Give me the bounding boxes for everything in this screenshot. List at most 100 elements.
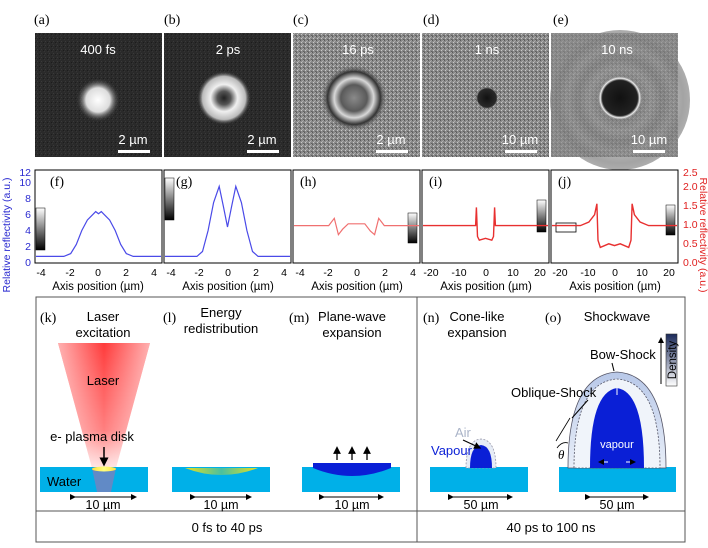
right-y-ticks: 0.0 0.5 1.0 1.5 2.0 2.5 — [683, 167, 698, 269]
panel-title: excitation — [76, 325, 131, 340]
profile-line-f — [36, 210, 161, 257]
panel-letter: (n) — [423, 311, 440, 326]
x-tick-label: -4 — [295, 267, 304, 279]
schematic-frame — [35, 296, 686, 543]
theta-label: θ — [558, 447, 565, 462]
scale-bar — [505, 150, 537, 153]
panel-title: Plane-wave — [318, 309, 386, 324]
laser-label: Laser — [87, 373, 120, 388]
microscopy-image-e: 10 ns 10 µm — [550, 30, 690, 170]
water-layer — [430, 467, 528, 492]
scale-label: 50 µm — [600, 498, 635, 512]
scale-label: 2 µm — [247, 132, 276, 147]
time-label: 400 fs — [80, 42, 116, 57]
x-tick-label: 0 — [483, 267, 489, 279]
scale-bar — [633, 150, 665, 153]
laser-excitation-scene: Laser e- plasma disk Water 10 µm — [40, 343, 150, 512]
scale-label: 2 µm — [118, 132, 147, 147]
schematic: 0 fs to 40 ps 40 ps to 100 ns (k) Laser … — [35, 296, 686, 543]
x-tick-label: -10 — [451, 267, 466, 279]
plot-frame-i — [421, 169, 550, 264]
time-label: 10 ns — [601, 42, 633, 57]
scale-bar — [118, 150, 150, 153]
panel-title: expansion — [447, 325, 506, 340]
scale-bar — [247, 150, 279, 153]
cone-expansion-scene: Air Vapour 50 µm — [430, 425, 528, 512]
air-label: Air — [455, 425, 472, 440]
panel-letter: (j) — [558, 175, 572, 190]
panel-letter: (i) — [429, 175, 443, 190]
density-label: Density — [667, 341, 679, 380]
bow-shock-label: Bow-Shock — [590, 347, 656, 362]
left-y-axis-label: Relative reflectivity (a.u.) — [1, 178, 13, 293]
x-tick-label: -2 — [65, 267, 74, 279]
panel-title: Energy — [200, 305, 242, 320]
y-tick-label: 2.5 — [683, 167, 698, 179]
vapour-label: Vapour — [431, 443, 473, 458]
panel-letter: (l) — [163, 311, 177, 326]
x-tick-label: -2 — [194, 267, 203, 279]
time-label: 1 ns — [475, 42, 500, 57]
profile-row: Relative reflectivity (a.u.) Relative re… — [1, 167, 708, 293]
x-axis-label: Axis position (µm) — [569, 281, 661, 293]
x-tick-label: -4 — [36, 267, 45, 279]
density-bar — [665, 333, 678, 387]
colorbar-i — [536, 199, 547, 233]
colorbar-h — [407, 212, 418, 244]
inset-marker-j — [555, 222, 577, 233]
scale-bar — [376, 150, 408, 153]
x-axis-label: Axis position (µm) — [311, 281, 403, 293]
panel-letter: (f) — [50, 175, 64, 190]
x-tick-label: 4 — [281, 267, 287, 279]
panel-letter: (k) — [40, 311, 57, 326]
x-tick-label: 0 — [225, 267, 231, 279]
x-tick-label: -10 — [580, 267, 595, 279]
microscopy-image-a: 400 fs 2 µm — [35, 33, 162, 157]
shockwave-scene: vapour Bow-Shock Oblique-Shock θ Density… — [511, 333, 679, 512]
profile-line-g — [165, 184, 290, 257]
panel-title: Laser — [87, 309, 120, 324]
profile-line-j — [552, 203, 677, 249]
x-tick-label: 4 — [410, 267, 416, 279]
panel-letter: (o) — [545, 311, 562, 326]
panel-title: expansion — [322, 325, 381, 340]
scale-label: 10 µm — [86, 498, 121, 512]
panel-title: Shockwave — [584, 309, 650, 324]
y-tick-label: 10 — [19, 177, 31, 189]
x-tick-label: 20 — [663, 267, 675, 279]
image-row: (a) 400 fs 2 µm (b) 2 ps 2 µm (c) 16 ps … — [34, 13, 690, 170]
colorbar-g — [164, 177, 175, 221]
x-tick-label: -20 — [423, 267, 438, 279]
x-axis-label: Axis position (µm) — [182, 281, 274, 293]
scale-label: 10 µm — [204, 498, 239, 512]
panel-letter: (m) — [289, 311, 310, 326]
x-tick-label: 0 — [612, 267, 618, 279]
plasma-label: e- plasma disk — [50, 429, 134, 444]
microscopy-image-b: 2 ps 2 µm — [164, 33, 291, 157]
panel-title: redistribution — [184, 321, 258, 336]
panel-letter: (a) — [34, 13, 50, 28]
y-tick-label: 1.5 — [683, 200, 698, 212]
water-label: Water — [47, 474, 82, 489]
x-tick-label: 10 — [507, 267, 519, 279]
vapour-small-label: vapour — [600, 439, 634, 451]
panel-letter: (b) — [164, 13, 181, 28]
microscopy-image-d: 1 ns 10 µm — [422, 33, 549, 157]
panel-letter: (c) — [293, 13, 309, 28]
time-label: 2 ps — [216, 42, 241, 57]
vapour-plume — [590, 388, 644, 468]
water-layer — [559, 467, 676, 492]
scale-label: 2 µm — [376, 132, 405, 147]
energy-redistribution-scene: 10 µm — [172, 467, 270, 512]
time-range-right: 40 ps to 100 ns — [507, 520, 596, 535]
panel-letter: (g) — [176, 175, 193, 190]
y-tick-label: 2 — [25, 241, 31, 253]
y-tick-label: 8 — [25, 193, 31, 205]
y-tick-label: 4 — [25, 225, 31, 237]
time-label: 16 ps — [342, 42, 374, 57]
oblique-shock-label: Oblique-Shock — [511, 385, 597, 400]
plot-frame-h — [292, 169, 421, 264]
plot-frame-g — [163, 169, 292, 264]
x-tick-label: -4 — [166, 267, 175, 279]
y-tick-label: 0.0 — [683, 257, 698, 269]
